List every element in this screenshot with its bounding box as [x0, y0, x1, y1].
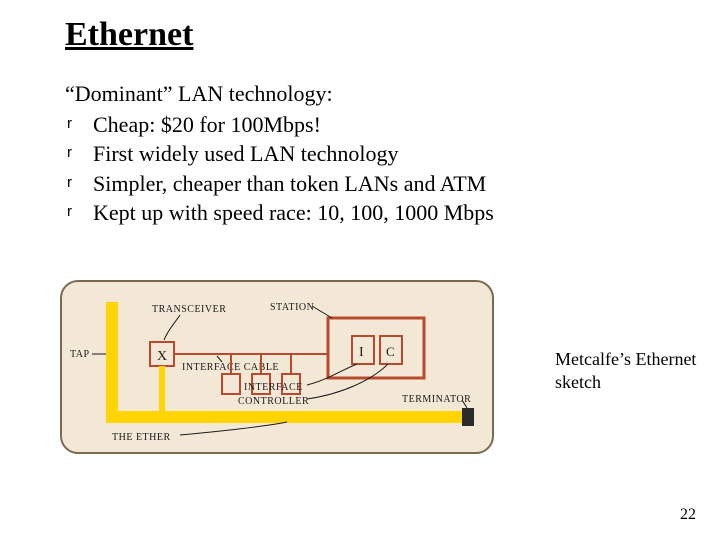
- station: I C: [328, 318, 424, 378]
- slide: Ethernet “Dominant” LAN technology: Chea…: [0, 0, 720, 540]
- figure-caption: Metcalfe’s Ethernet sketch: [555, 348, 720, 393]
- label-c: C: [386, 344, 395, 359]
- label-transceiver: TRANSCEIVER: [152, 304, 226, 315]
- ethernet-sketch: TAP X TRANSCEIVER INTERFACE CABLE: [60, 280, 494, 454]
- transceiver: X: [150, 342, 174, 417]
- figure-area: TAP X TRANSCEIVER INTERFACE CABLE: [60, 280, 660, 454]
- slide-title: Ethernet: [65, 16, 193, 54]
- bullet-list: Cheap: $20 for 100Mbps! First widely use…: [65, 111, 645, 228]
- label-terminator: TERMINATOR: [402, 394, 471, 405]
- bullet-item: First widely used LAN technology: [65, 140, 645, 169]
- lead-text: “Dominant” LAN technology:: [65, 80, 645, 109]
- bullet-item: Simpler, cheaper than token LANs and ATM: [65, 170, 645, 199]
- label-i: I: [359, 345, 364, 360]
- sketch-svg: TAP X TRANSCEIVER INTERFACE CABLE: [62, 282, 492, 452]
- label-controller: CONTROLLER: [238, 396, 309, 407]
- bullet-item: Cheap: $20 for 100Mbps!: [65, 111, 645, 140]
- label-station: STATION: [270, 302, 314, 313]
- label-tap: TAP: [70, 349, 90, 360]
- label-the-ether: THE ETHER: [112, 432, 171, 443]
- label-x: X: [157, 349, 168, 364]
- page-number: 22: [680, 506, 696, 524]
- slide-body: “Dominant” LAN technology: Cheap: $20 fo…: [65, 80, 645, 229]
- label-interface: INTERFACE: [244, 382, 303, 393]
- bullet-item: Kept up with speed race: 10, 100, 1000 M…: [65, 199, 645, 228]
